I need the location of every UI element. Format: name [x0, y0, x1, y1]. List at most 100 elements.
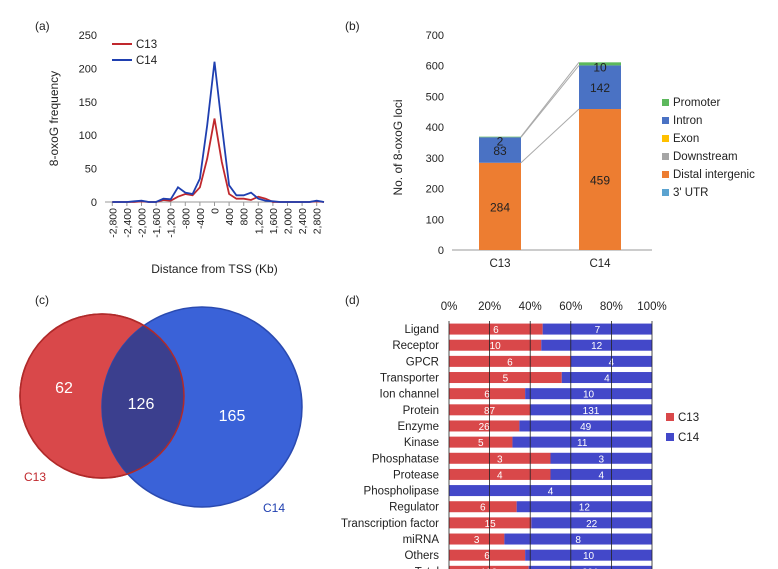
a-x-tick-label: -800	[180, 208, 192, 229]
b-legend-label-downstream: Downstream	[673, 151, 738, 163]
d-bar-c14-regulator	[516, 501, 652, 513]
d-category-label-protease: Protease	[393, 469, 439, 481]
a-legend-label-c13: C13	[136, 39, 157, 51]
c-venn-outline-c13	[19, 313, 185, 479]
b-connector-line	[520, 108, 580, 164]
d-value-c14-others: 10	[583, 551, 595, 562]
b-legend-label-intron: Intron	[673, 115, 702, 127]
b-y-tick-label: 500	[426, 91, 444, 103]
c-set-label-c13: C13	[24, 470, 46, 484]
d-category-label-phospholipase: Phospholipase	[364, 486, 439, 498]
d-category-label-enzyme: Enzyme	[397, 421, 439, 433]
d-value-c13-transcription-factor: 15	[485, 519, 497, 530]
c-set-label-c14: C14	[263, 501, 285, 515]
a-x-tick-label: -400	[195, 208, 207, 229]
a-y-tick-label: 150	[79, 97, 97, 109]
d-bar-c13-protease	[449, 468, 551, 480]
d-x-tick-label: 0%	[441, 301, 458, 313]
c-venn-value-only-c13: 62	[55, 380, 73, 397]
d-legend-label-c13: C13	[678, 412, 699, 424]
b-data-label-distal: 284	[490, 200, 510, 214]
d-bar-c13-ion-channel	[449, 388, 526, 400]
b-y-tick-label: 700	[426, 30, 444, 42]
b-bar-segment-c14-promoter	[579, 62, 621, 66]
c-venn-overlap	[102, 314, 184, 478]
b-bar-segment-c14-intron	[579, 65, 621, 110]
panel-c-tag: (c)	[35, 293, 49, 307]
d-value-c14-phosphatase: 3	[598, 454, 604, 465]
d-value-c13-phosphatase: 3	[497, 454, 503, 465]
b-y-tick-label: 0	[438, 245, 444, 257]
d-bar-c13-mirna	[449, 533, 505, 545]
a-y-tick-label: 100	[79, 130, 97, 142]
d-value-c13-gpcr: 6	[507, 357, 513, 368]
a-x-tick-label: -2,000	[137, 208, 149, 238]
panel-d-percent-bar-chart: (d) 0% 20% 40% 60% 80% 100% Ligand 6 7 Receptor 10 1…	[341, 293, 700, 569]
d-category-label-transcription-factor: Transcription factor	[341, 518, 439, 530]
panel-a-tag: (a)	[35, 19, 50, 33]
d-value-c13-regulator: 6	[480, 503, 486, 514]
a-y-tick-label: 0	[91, 197, 97, 209]
a-y-axis-label: 8-oxoG frequency	[47, 71, 61, 166]
d-legend-label-c14: C14	[678, 432, 700, 444]
b-legend-swatch-downstream	[662, 153, 669, 160]
b-legend-label-3-utr: 3' UTR	[673, 187, 708, 199]
d-bar-c14-mirna	[504, 533, 652, 545]
a-x-tick-label: 0	[210, 208, 222, 214]
b-legend-swatch-intron	[662, 117, 669, 124]
d-value-c14-enzyme: 49	[580, 422, 592, 433]
a-x-tick-label: -1,200	[166, 208, 178, 238]
d-bar-c13-receptor	[449, 339, 542, 351]
d-legend-swatch-c13	[666, 413, 674, 421]
d-value-c13-ion-channel: 6	[484, 390, 490, 401]
d-category-label-gpcr: GPCR	[406, 356, 439, 368]
d-bar-c14-phosphatase	[550, 452, 652, 464]
panel-b-stacked-bar-chart: (b) 0 100 200 300 400 500 600 700 No. of 8-oxoG l…	[345, 19, 755, 270]
b-bar-segment-c13-promoter	[479, 136, 521, 138]
d-bar-c14-protease	[550, 468, 652, 480]
d-value-c14-ligand: 7	[595, 325, 601, 336]
b-connector-line	[520, 65, 580, 138]
a-x-tick-label: 1,600	[268, 208, 280, 234]
a-x-tick-label: 800	[239, 208, 251, 226]
d-bar-c13-regulator	[449, 501, 517, 513]
d-bar-c13-ligand	[449, 323, 543, 335]
b-legend-label-distal-intergenic: Distal intergenic	[673, 169, 755, 181]
b-data-label-intron: 142	[590, 81, 610, 95]
b-x-tick-label: C13	[489, 258, 510, 270]
d-category-label-mirna: miRNA	[403, 534, 440, 546]
d-category-label-phosphatase: Phosphatase	[372, 453, 439, 465]
d-value-c13-receptor: 10	[490, 341, 502, 352]
d-value-c13-ligand: 6	[493, 325, 499, 336]
d-bar-c14-phospholipase	[449, 485, 652, 497]
a-x-tick-label: 2,800	[312, 208, 324, 234]
a-x-tick-label: -1,600	[151, 208, 163, 238]
d-bar-c13-enzyme	[449, 420, 520, 432]
b-y-tick-label: 300	[426, 153, 444, 165]
d-category-label-ligand: Ligand	[404, 324, 439, 336]
c-venn-value-both: 126	[128, 396, 155, 413]
b-bar-segment-c14-distal-intergenic	[579, 109, 621, 251]
d-category-label-protein: Protein	[403, 405, 439, 417]
d-bar-c14-receptor	[541, 339, 652, 351]
d-legend-swatch-c14	[666, 433, 674, 441]
b-legend-swatch-distal-intergenic	[662, 171, 669, 178]
b-y-tick-label: 600	[426, 61, 444, 73]
panel-c-venn-diagram: (c) 62 126 165 C13 C14	[19, 293, 303, 515]
b-connector-line	[520, 62, 580, 137]
d-value-c13-others: 6	[484, 551, 490, 562]
d-category-label-ion-channel: Ion channel	[380, 389, 439, 401]
d-bar-c14-enzyme	[519, 420, 652, 432]
d-x-tick-label: 60%	[559, 301, 582, 313]
d-bar-c14-ion-channel	[525, 388, 652, 400]
d-category-label-kinase: Kinase	[404, 437, 439, 449]
d-category-label-others: Others	[404, 550, 439, 562]
b-bar-segment-c13-distal-intergenic	[479, 162, 521, 250]
a-x-tick-label: -2,400	[122, 208, 134, 238]
d-x-tick-label: 40%	[519, 301, 542, 313]
a-y-tick-label: 200	[79, 63, 97, 75]
a-y-tick-label: 250	[79, 30, 97, 42]
d-bar-c13-total	[449, 565, 529, 569]
d-value-c14-receptor: 12	[591, 341, 603, 352]
